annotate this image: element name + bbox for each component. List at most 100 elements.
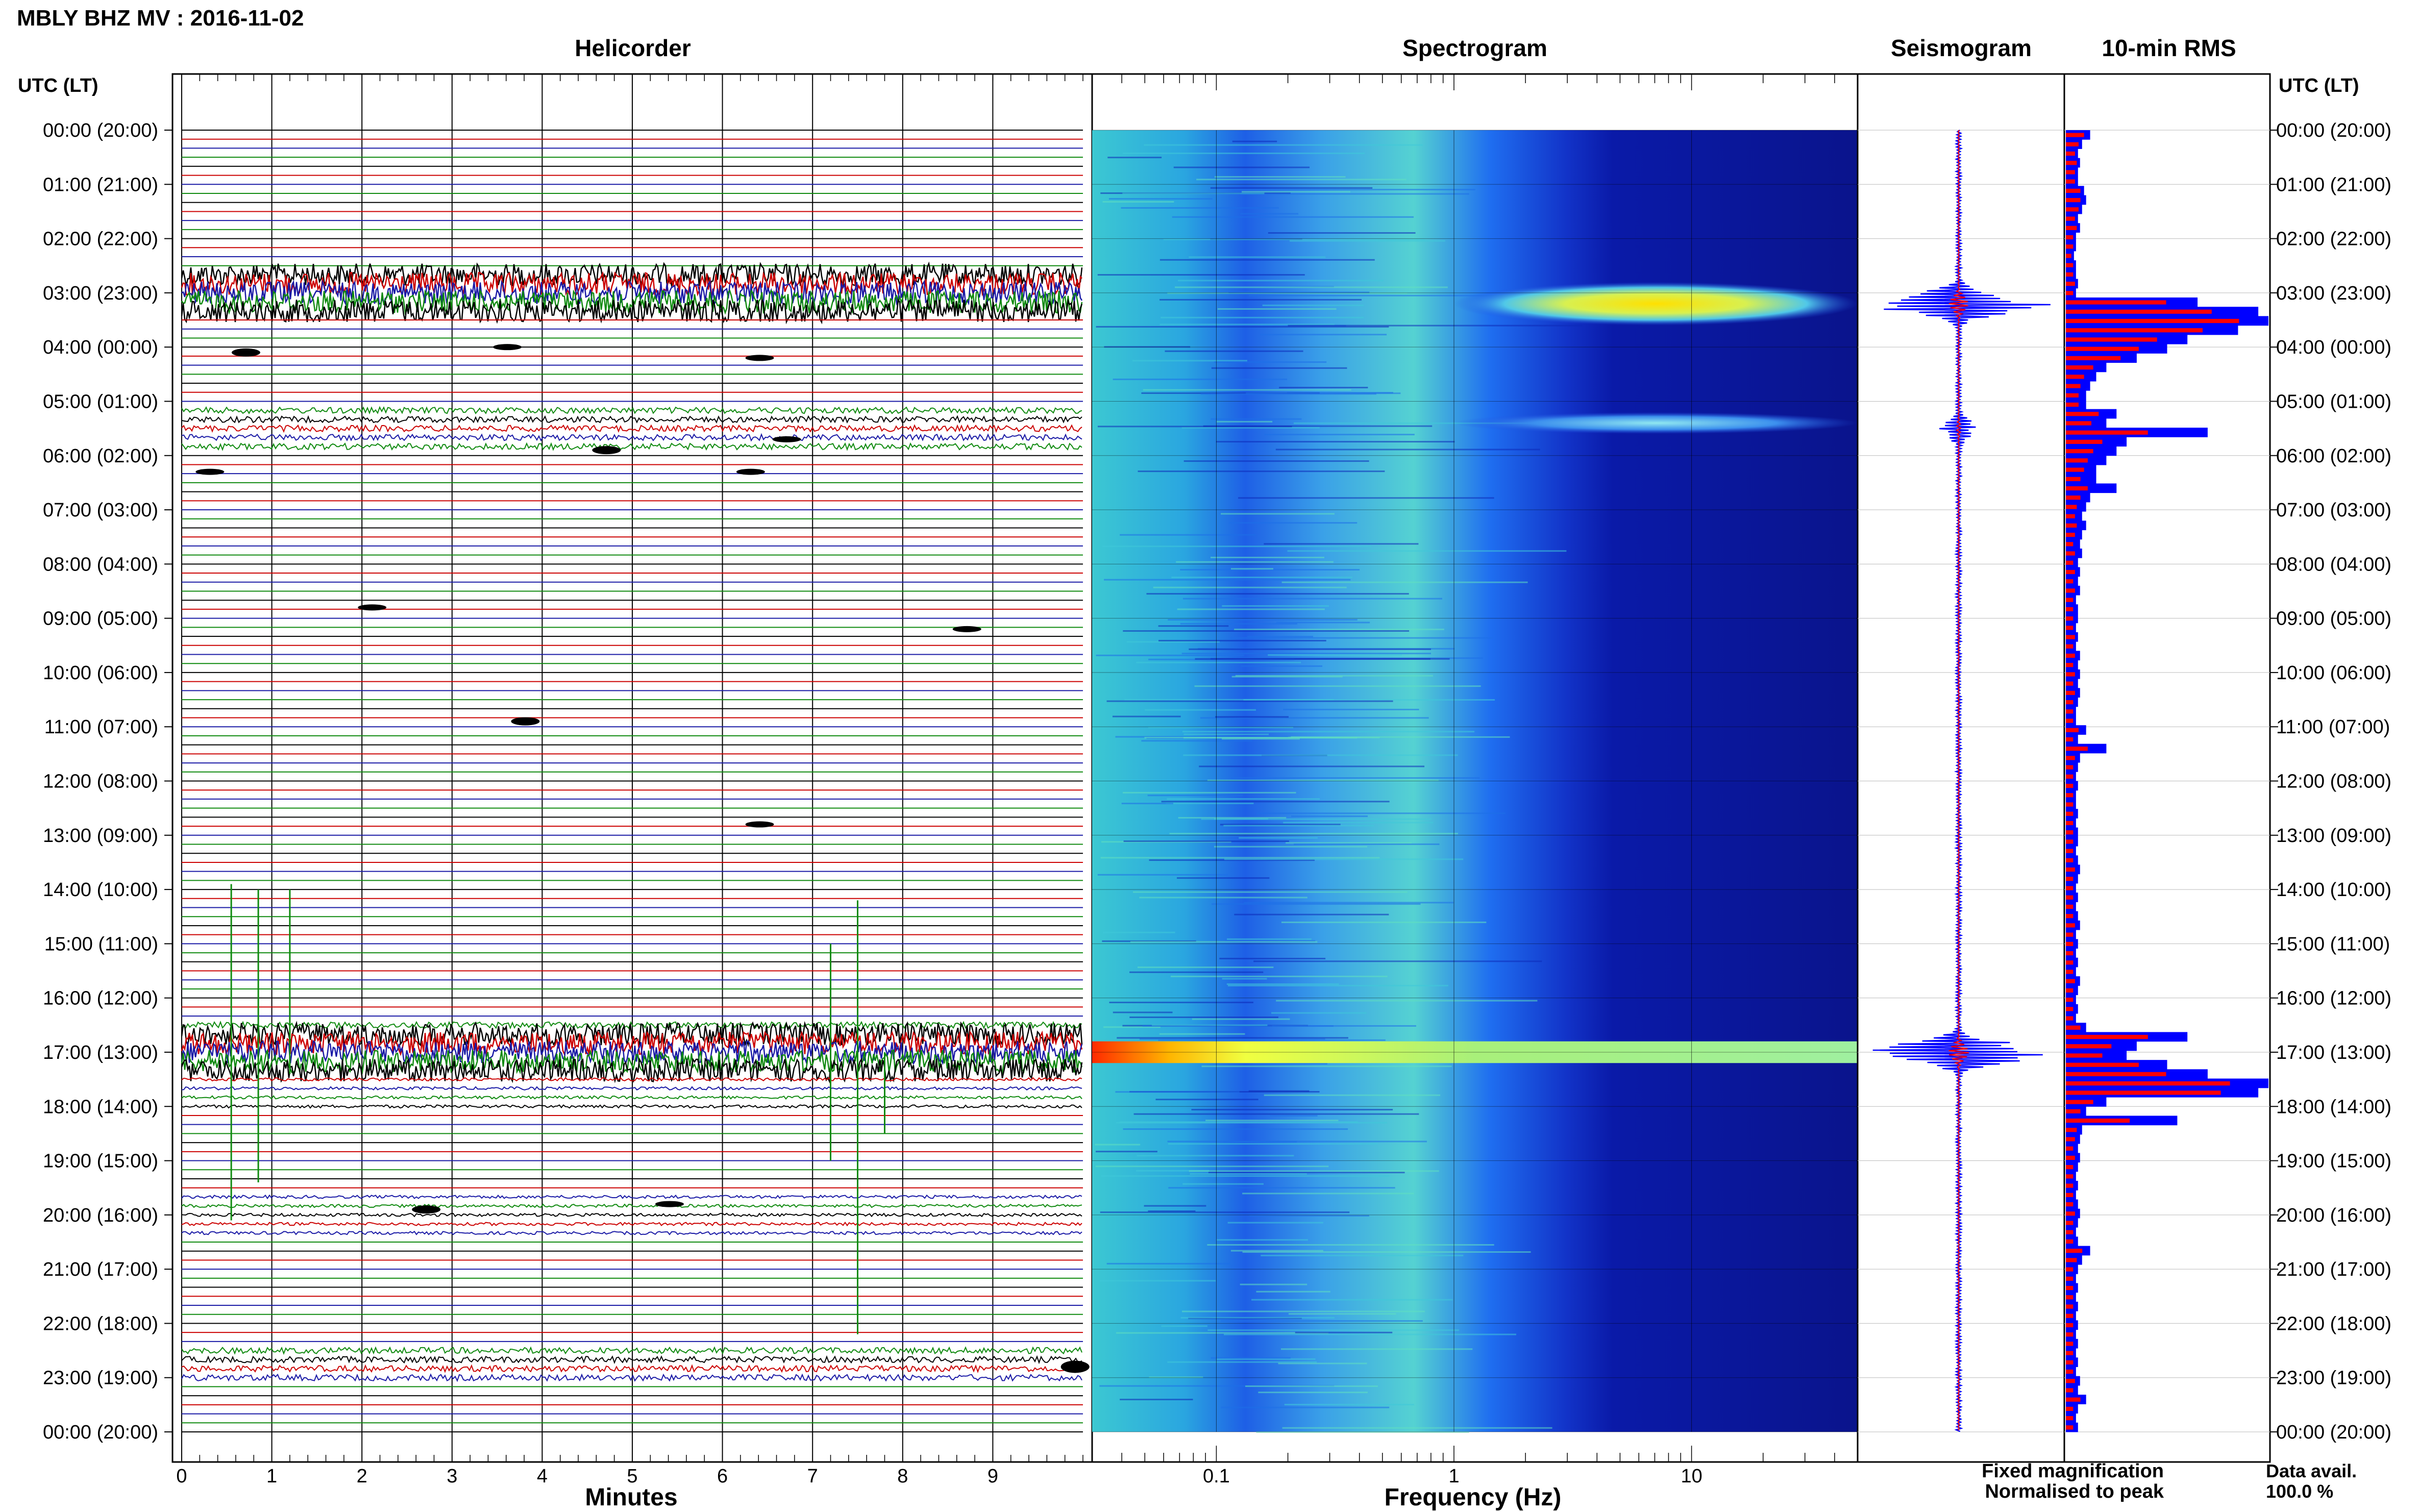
time-tick-label-left: 08:00 (04:00): [43, 554, 158, 575]
spectrogram-streak: [1252, 1063, 1327, 1065]
rms-bar-normalised: [2066, 858, 2074, 862]
spectrogram-streak: [1219, 957, 1326, 959]
spectrogram-streak: [1096, 326, 1389, 328]
spectrogram-streak: [1146, 593, 1409, 595]
rms-bar-normalised: [2066, 254, 2071, 258]
rms-bar-normalised: [2066, 1211, 2075, 1216]
spectrogram-streak: [1167, 1361, 1317, 1363]
spectrogram-streak: [1103, 931, 1175, 933]
rms-bar-normalised: [2066, 616, 2074, 621]
rms-bar-normalised: [2066, 998, 2074, 1002]
rms-bar-normalised: [2066, 979, 2075, 983]
rms-bar-fixed: [2066, 483, 2117, 493]
time-tick-label-left: 19:00 (15:00): [43, 1151, 158, 1172]
spectrogram-streak: [1222, 738, 1300, 740]
spectrogram-streak: [1180, 1317, 1335, 1319]
time-tick-label-right: 01:00 (21:00): [2276, 174, 2391, 195]
time-tick-label-left: 01:00 (21:00): [43, 174, 158, 195]
rms-bar-normalised: [2066, 244, 2074, 249]
time-tick-label-right: 17:00 (13:00): [2276, 1042, 2391, 1063]
rms-bar-normalised: [2066, 1146, 2074, 1151]
spectrogram-streak: [1104, 346, 1191, 348]
time-tick-label-right: 07:00 (03:00): [2276, 500, 2391, 521]
helicorder-event: [493, 344, 522, 351]
time-axes: 00:00 (20:00) 00:00 (20:00) 01:00 (21:00) 0…: [43, 120, 2391, 1443]
rms-bar-normalised: [2066, 1053, 2103, 1058]
spectrogram-streak: [1244, 902, 1454, 904]
spectrogram-streak: [1122, 152, 1365, 154]
helicorder-event: [1060, 1360, 1090, 1373]
spectrogram-streak: [1096, 654, 1245, 656]
rms-bar-normalised: [2066, 886, 2074, 890]
rms-bar-normalised: [2066, 328, 2203, 333]
spectrogram-streak: [1208, 1172, 1405, 1174]
spectrogram-streak: [1196, 179, 1406, 181]
spectrogram-streak: [1129, 1017, 1278, 1019]
rms-bar-normalised: [2066, 737, 2074, 742]
rms-bar-normalised: [2066, 1062, 2139, 1067]
spectrogram-streak: [1283, 708, 1419, 710]
time-tick-label-left: 00:00 (20:00): [43, 120, 158, 141]
spectrogram-streak: [1139, 897, 1307, 899]
rms-bar-normalised: [2066, 439, 2103, 444]
helicorder-trace: [181, 433, 1082, 442]
spectrogram-streak: [1116, 1122, 1388, 1124]
rms-bar-normalised: [2066, 1323, 2074, 1328]
time-tick-label-left: 18:00 (14:00): [43, 1096, 158, 1118]
spectrogram-streak: [1216, 441, 1455, 443]
spectrogram-streak: [1270, 1115, 1318, 1117]
time-tick-label-right: 14:00 (10:00): [2276, 879, 2391, 901]
spectrogram-streak: [1276, 622, 1370, 624]
rms-bar-normalised: [2066, 161, 2077, 165]
rms-bar-normalised: [2066, 551, 2075, 556]
spectrogram-streak: [1191, 1109, 1393, 1111]
spectrogram-streak: [1177, 280, 1384, 282]
spectrogram-streak: [1232, 657, 1483, 659]
rms-bar-normalised: [2066, 653, 2075, 658]
spectrogram-streak: [1182, 1310, 1425, 1312]
rms-bar-normalised: [2066, 1155, 2075, 1160]
helicorder-event: [655, 1201, 684, 1207]
time-tick-label-right: 08:00 (04:00): [2276, 554, 2391, 575]
data-avail-value: 100.0 %: [2266, 1481, 2333, 1502]
spectrogram-streak: [1117, 1037, 1348, 1039]
time-axis-label-left: UTC (LT): [18, 75, 98, 96]
spectrogram-streak: [1207, 779, 1439, 781]
spectrogram-streak: [1167, 798, 1320, 800]
rms-bar-normalised: [2066, 1081, 2230, 1086]
spectrogram-streak: [1132, 360, 1247, 362]
spectrogram-streak: [1230, 568, 1274, 570]
spectrogram-streak: [1174, 286, 1448, 288]
spectrogram-streak: [1264, 1094, 1441, 1096]
rms-bar-normalised: [2066, 235, 2074, 240]
spectrogram-streak: [1171, 576, 1353, 578]
rms-bar-normalised: [2066, 1313, 2074, 1318]
spectrogram-streak: [1183, 754, 1458, 756]
spectrogram-streak: [1158, 1039, 1386, 1041]
spectrogram-streak: [1281, 921, 1487, 923]
helicorder-event: [511, 717, 540, 726]
spectrogram-streak: [1181, 427, 1320, 429]
spectrogram-streak: [1106, 1262, 1230, 1265]
spectrogram-streak: [1248, 1090, 1310, 1092]
rms-bar-normalised: [2066, 272, 2074, 277]
helicorder-trace: [181, 1221, 1082, 1227]
spectrogram-streak: [1143, 389, 1351, 391]
time-tick-label-left: 20:00 (16:00): [43, 1205, 158, 1226]
spectrogram-streak: [1102, 546, 1372, 548]
spectrogram-streak: [1099, 1280, 1216, 1282]
time-tick-label-left: 12:00 (08:00): [43, 771, 158, 792]
rms-bar-normalised: [2066, 477, 2081, 481]
spectrogram-streak: [1258, 1392, 1368, 1394]
spectrogram-streak: [1217, 308, 1337, 310]
time-tick-label-right: 20:00 (16:00): [2276, 1205, 2391, 1226]
time-tick-label-right: 13:00 (09:00): [2276, 825, 2391, 847]
spectrogram-streak: [1234, 913, 1389, 915]
spectrogram-streak: [1286, 842, 1412, 844]
spectrogram-streak: [1124, 699, 1334, 701]
spectrogram-streak: [1230, 1250, 1323, 1252]
minute-tick-label: 7: [807, 1466, 818, 1487]
spectrogram-streak: [1108, 198, 1213, 200]
spectrogram-streak: [1100, 857, 1380, 859]
